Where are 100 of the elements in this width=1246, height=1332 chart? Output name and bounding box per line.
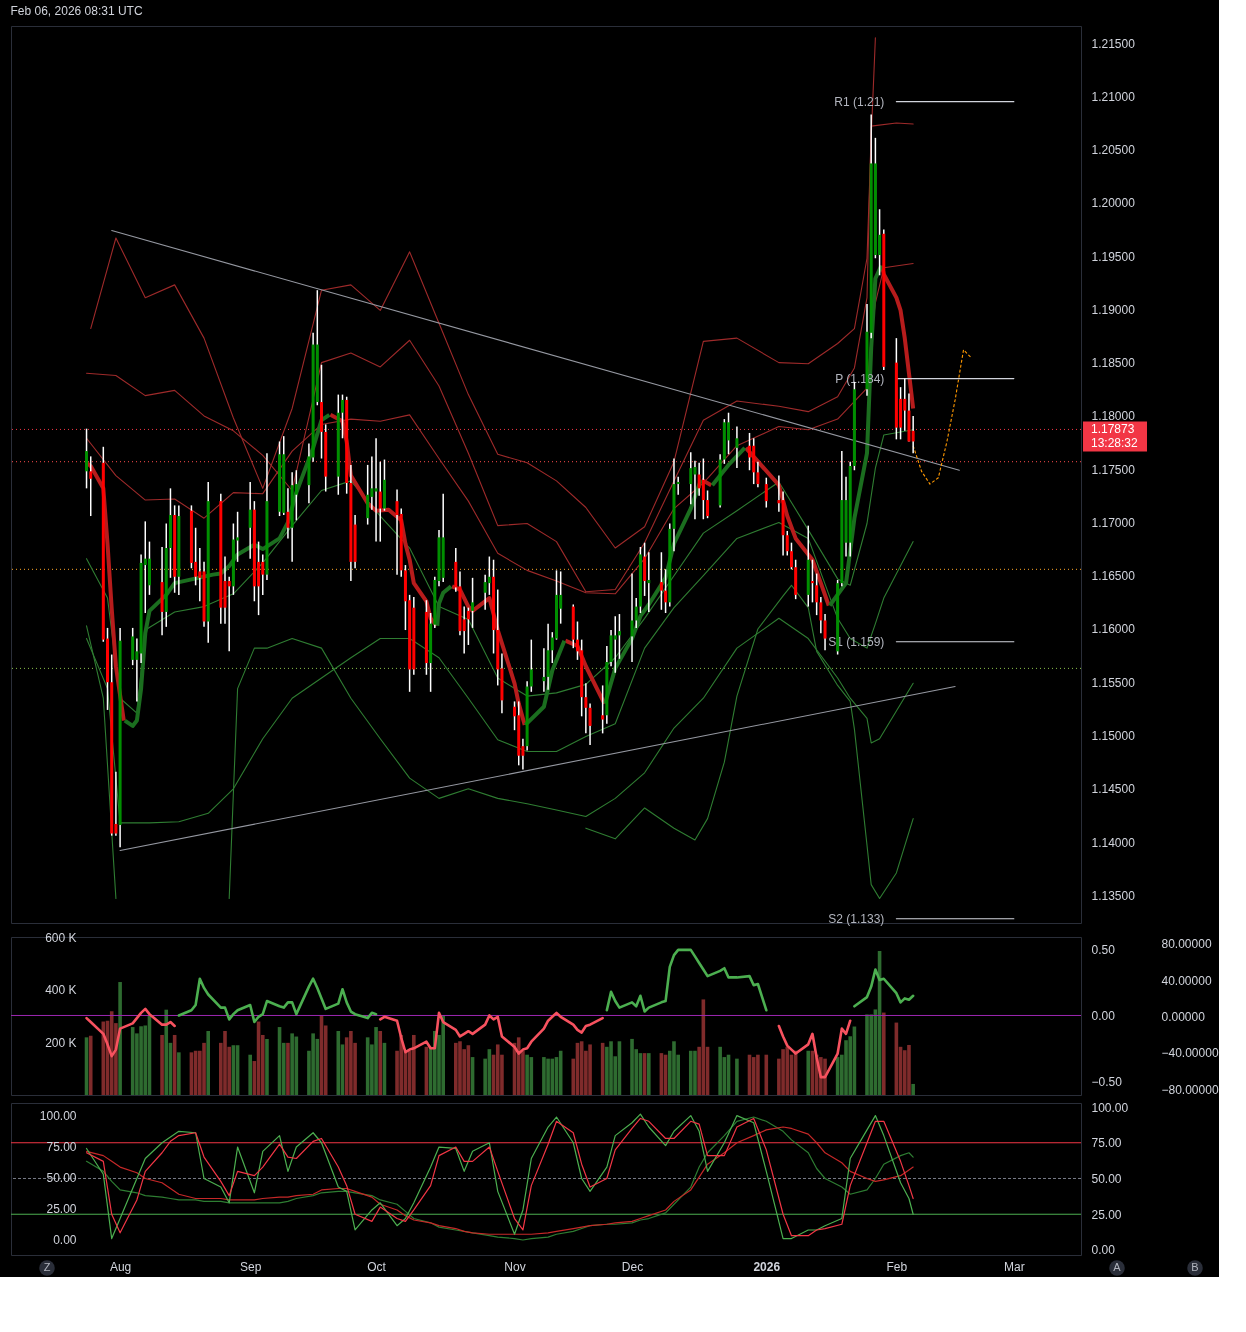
y-tick-label: 1.17000 <box>1091 515 1136 530</box>
bar <box>399 1034 404 1095</box>
candlestick <box>584 682 588 735</box>
candlestick <box>764 476 768 509</box>
candlestick <box>697 462 701 497</box>
bar <box>202 1042 206 1095</box>
text: A <box>1113 1261 1122 1273</box>
x-tick-label: 2026 <box>753 1259 781 1274</box>
y-tick-label: 1.14000 <box>1091 835 1136 850</box>
bar <box>206 1031 211 1095</box>
candlestick <box>789 541 793 571</box>
candlestick <box>701 457 705 520</box>
y3-tick-label: −40.00000 <box>1161 1046 1219 1061</box>
candlestick <box>286 487 290 540</box>
y-tick-label: 0.00 <box>53 1232 77 1247</box>
bar <box>718 1046 722 1095</box>
candlestick <box>378 460 382 543</box>
candlestick <box>466 606 470 646</box>
candlestick <box>676 475 680 496</box>
bar <box>672 1041 676 1095</box>
y3-tick-label: −80.00000 <box>1161 1082 1219 1097</box>
y-tick-label: 100.00 <box>39 1109 77 1124</box>
bar <box>516 1037 521 1095</box>
bar <box>781 1049 785 1095</box>
candlestick <box>664 568 668 614</box>
y-tick-label: 1.19500 <box>1091 249 1136 264</box>
y3-tick-label: 80.00000 <box>1161 937 1212 952</box>
x-tick-label: Aug <box>109 1259 132 1274</box>
y3-tick-label: 0.00000 <box>1161 1010 1206 1024</box>
bar <box>688 1050 693 1095</box>
bar <box>546 1058 550 1095</box>
candlestick <box>659 551 663 611</box>
bar <box>109 1011 114 1095</box>
candlestick <box>462 605 466 655</box>
bar <box>693 1050 697 1095</box>
bar <box>286 1042 290 1095</box>
bar <box>542 1057 546 1095</box>
line-series <box>912 349 973 485</box>
y-tick-label: 1.17500 <box>1091 462 1136 477</box>
candlestick <box>588 702 592 746</box>
y-tick-label: 1.18000 <box>1091 409 1136 424</box>
y-tick-label: 1.16000 <box>1091 622 1136 637</box>
candlestick <box>785 530 789 557</box>
bar <box>139 1026 143 1095</box>
candlestick <box>647 551 651 613</box>
bar <box>588 1044 592 1095</box>
candlestick <box>198 547 202 603</box>
bar <box>349 1031 353 1095</box>
text: 13:28:32 <box>1091 436 1139 451</box>
y-tick-label: 1.21500 <box>1091 36 1136 51</box>
candlestick <box>471 577 475 629</box>
candlestick <box>89 455 93 517</box>
candlestick <box>85 427 89 490</box>
bar <box>378 1031 383 1095</box>
candlestick <box>756 460 760 489</box>
bar <box>88 1035 93 1095</box>
candlestick <box>727 411 731 456</box>
bar <box>290 1033 294 1095</box>
x-tick-label: Oct <box>367 1259 387 1274</box>
y-tick-label: 75.00 <box>46 1140 77 1155</box>
bar <box>265 1038 269 1095</box>
bar <box>412 1034 416 1095</box>
bar <box>525 1054 529 1095</box>
candlestick <box>630 572 634 663</box>
candlestick <box>529 638 533 693</box>
bar <box>865 1014 869 1095</box>
candlestick <box>617 613 621 660</box>
bar <box>630 1038 634 1095</box>
candlestick <box>748 432 752 471</box>
bar <box>336 1031 341 1095</box>
bar <box>248 1054 252 1095</box>
candlestick <box>483 573 487 611</box>
bar <box>223 1031 227 1095</box>
y-tick-label: 1.18500 <box>1091 356 1136 371</box>
x-tick-label: Sep <box>240 1259 262 1274</box>
bar <box>735 1058 739 1095</box>
bar <box>806 1050 811 1095</box>
bar <box>756 1054 760 1095</box>
y-tick-label: 25.00 <box>46 1201 77 1216</box>
series-label: S2 (1.133) <box>828 911 885 926</box>
chart-title: Feb 06, 2026 08:31 UTC <box>10 4 143 18</box>
bar <box>177 1052 181 1095</box>
candlestick <box>810 558 814 604</box>
candlestick <box>815 572 819 616</box>
candlestick <box>340 393 344 440</box>
text: B <box>1191 1261 1199 1273</box>
y2-tick-label: 0.50 <box>1091 943 1116 958</box>
candlestick <box>613 615 617 674</box>
candlestick <box>227 576 231 653</box>
bar <box>785 1046 790 1095</box>
candlestick <box>601 684 605 735</box>
y-tick-label: 1.19000 <box>1091 302 1136 317</box>
bar <box>550 1058 555 1095</box>
candlestick <box>542 647 546 693</box>
bar <box>495 1044 500 1095</box>
text: Z <box>43 1261 51 1273</box>
candlestick <box>320 364 324 460</box>
x-tick-label: Dec <box>621 1259 644 1274</box>
candlestick <box>374 437 378 543</box>
y-tick-label: 1.15000 <box>1091 729 1136 743</box>
